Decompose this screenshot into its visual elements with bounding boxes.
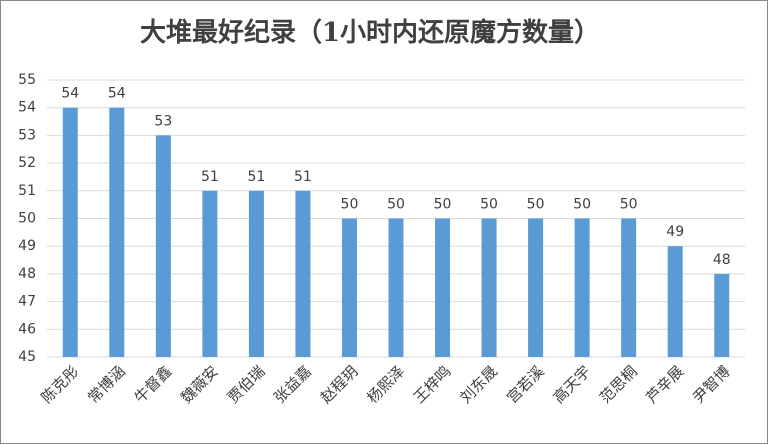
data-label: 50 [341, 197, 359, 213]
data-label: 48 [713, 252, 731, 268]
y-tick-label: 49 [18, 238, 36, 254]
y-tick-label: 46 [18, 321, 36, 337]
y-tick-label: 52 [18, 155, 36, 171]
bar [528, 218, 544, 357]
data-label: 50 [387, 197, 405, 213]
y-tick-label: 54 [18, 100, 36, 116]
data-label: 51 [247, 169, 265, 185]
bar [388, 218, 404, 357]
y-tick-label: 53 [18, 127, 36, 143]
data-label: 54 [61, 86, 79, 102]
bar [621, 218, 637, 357]
data-label: 51 [294, 169, 312, 185]
y-tick-label: 51 [18, 183, 36, 199]
data-label: 50 [434, 197, 452, 213]
y-tick-label: 48 [18, 266, 36, 282]
y-tick-label: 47 [18, 294, 36, 310]
bar [202, 190, 218, 357]
data-label: 51 [201, 169, 219, 185]
data-label: 50 [527, 197, 545, 213]
y-tick-label: 45 [18, 349, 36, 365]
bar [667, 246, 683, 357]
bar [341, 218, 357, 357]
bar [295, 190, 311, 357]
bar [714, 273, 730, 357]
bar [435, 218, 451, 357]
chart-title: 大堆最好纪录（1小时内还原魔方数量） [140, 17, 600, 48]
data-label: 49 [666, 224, 684, 240]
data-label: 53 [154, 113, 172, 129]
bar [109, 107, 125, 357]
y-tick-label: 50 [18, 211, 36, 227]
data-label: 50 [620, 197, 638, 213]
bar [155, 135, 171, 357]
bar [481, 218, 497, 357]
bar [574, 218, 590, 357]
bar [248, 190, 264, 357]
y-tick-label: 55 [18, 72, 36, 88]
data-label: 54 [108, 86, 126, 102]
bar [62, 107, 78, 357]
data-label: 50 [480, 197, 498, 213]
data-label: 50 [573, 197, 591, 213]
